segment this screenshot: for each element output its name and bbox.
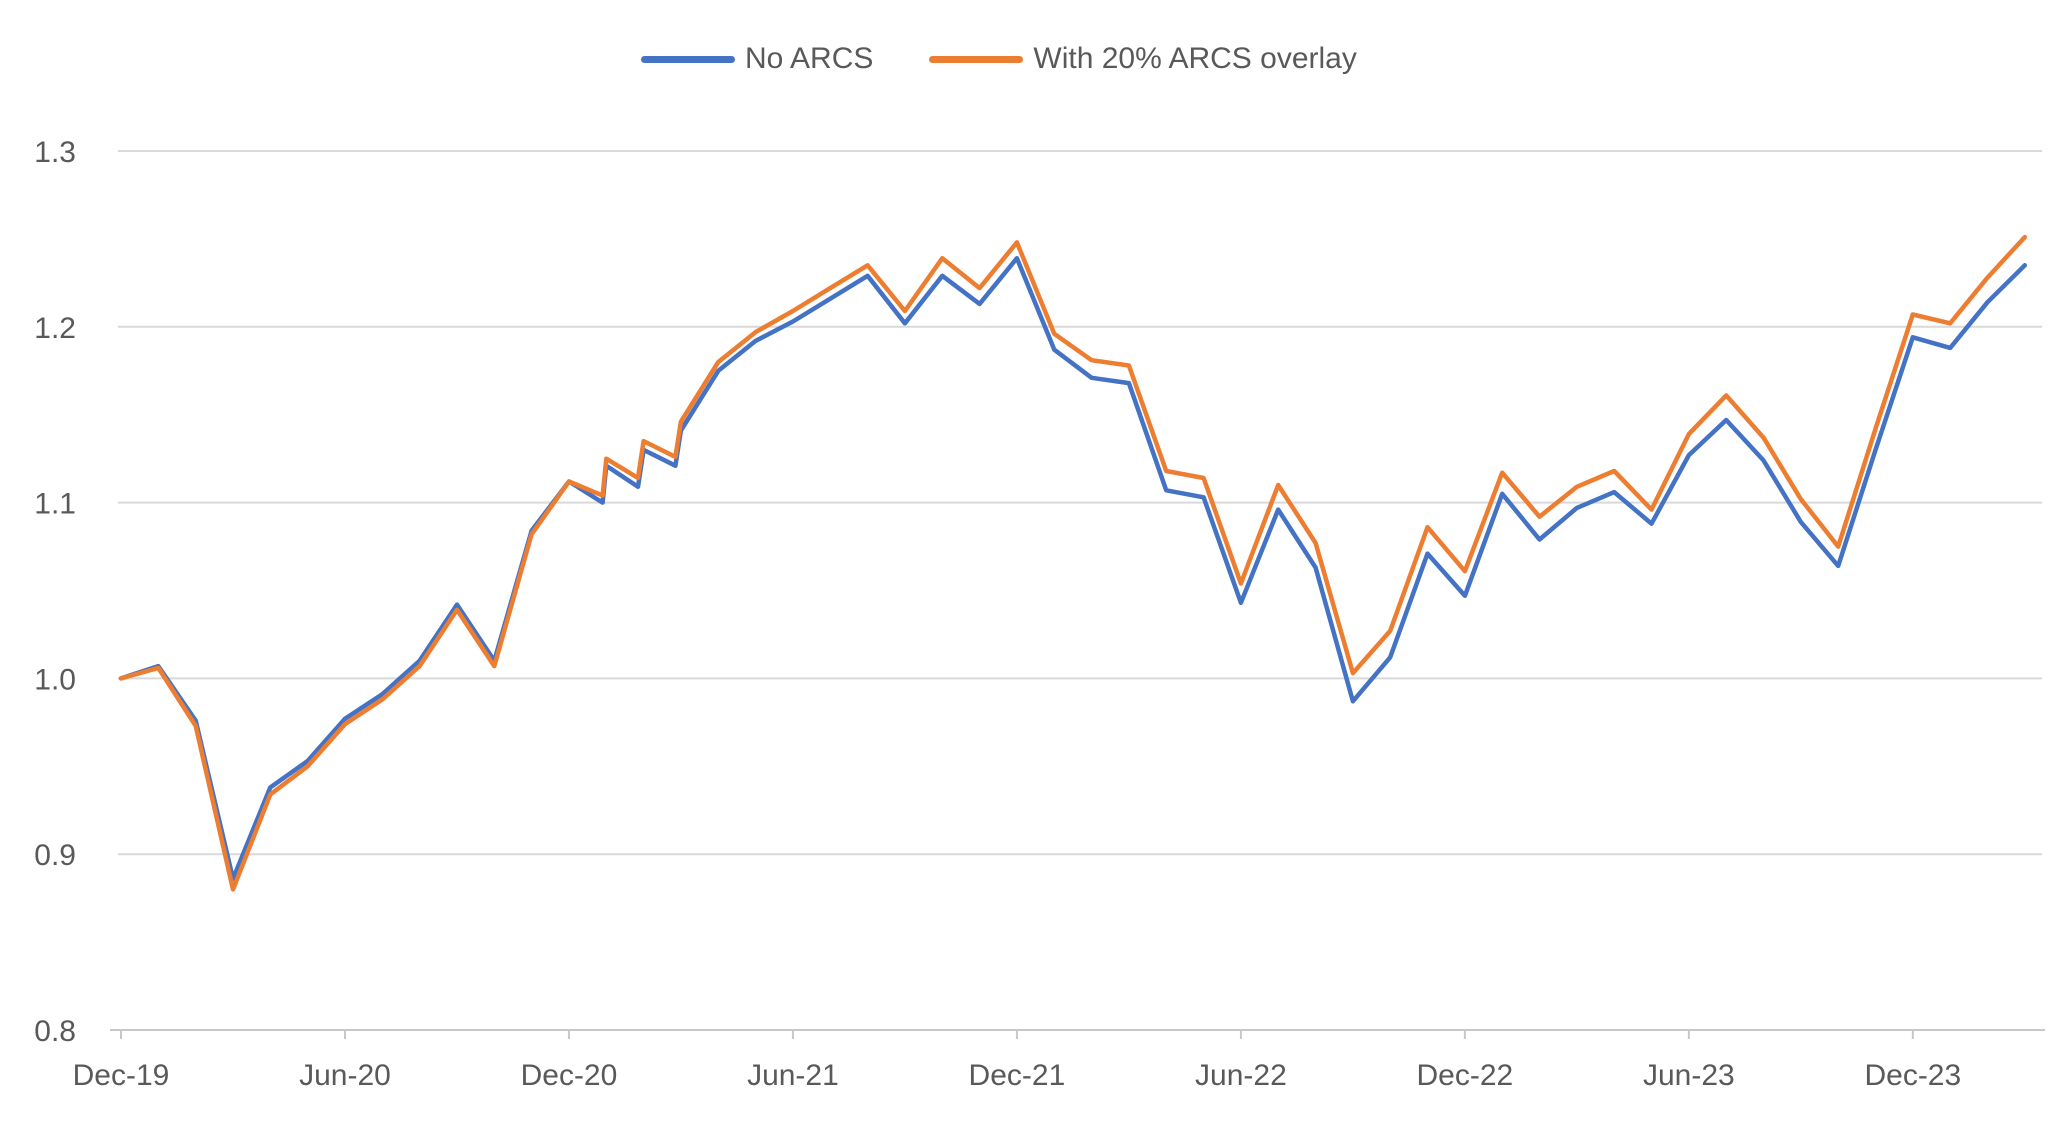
y-tick-label: 0.9 (34, 839, 76, 872)
y-tick-label: 1.1 (34, 488, 76, 521)
y-tick-label: 1.3 (34, 136, 76, 169)
legend-swatch-no-arcs (641, 55, 735, 63)
legend-item-no-arcs: No ARCS (641, 44, 873, 74)
x-tick-label: Dec-20 (521, 1059, 618, 1092)
series-line-no-arcs (118, 255, 2028, 882)
y-tick-label: 0.8 (34, 1015, 76, 1048)
series-line-with-20-arcs-overlay (118, 234, 2028, 892)
x-tick-label: Jun-23 (1643, 1059, 1735, 1092)
x-tick-label: Jun-20 (299, 1059, 391, 1092)
legend-label-with-arcs: With 20% ARCS overlay (1033, 42, 1357, 75)
x-tick-label: Dec-21 (969, 1059, 1066, 1092)
x-tick-label: Jun-22 (1195, 1059, 1287, 1092)
x-tick-label: Dec-19 (73, 1059, 170, 1092)
x-tick-label: Dec-23 (1864, 1059, 1961, 1092)
legend-label-no-arcs: No ARCS (745, 42, 874, 75)
y-tick-label: 1.2 (34, 312, 76, 345)
chart-legend: No ARCS With 20% ARCS overlay (641, 40, 1357, 78)
legend-swatch-with-arcs (929, 55, 1024, 63)
x-tick-label: Dec-22 (1417, 1059, 1514, 1092)
x-tick-label: Jun-21 (747, 1059, 839, 1092)
y-tick-label: 1.0 (34, 663, 76, 696)
legend-item-with-arcs: With 20% ARCS overlay (929, 42, 1357, 75)
